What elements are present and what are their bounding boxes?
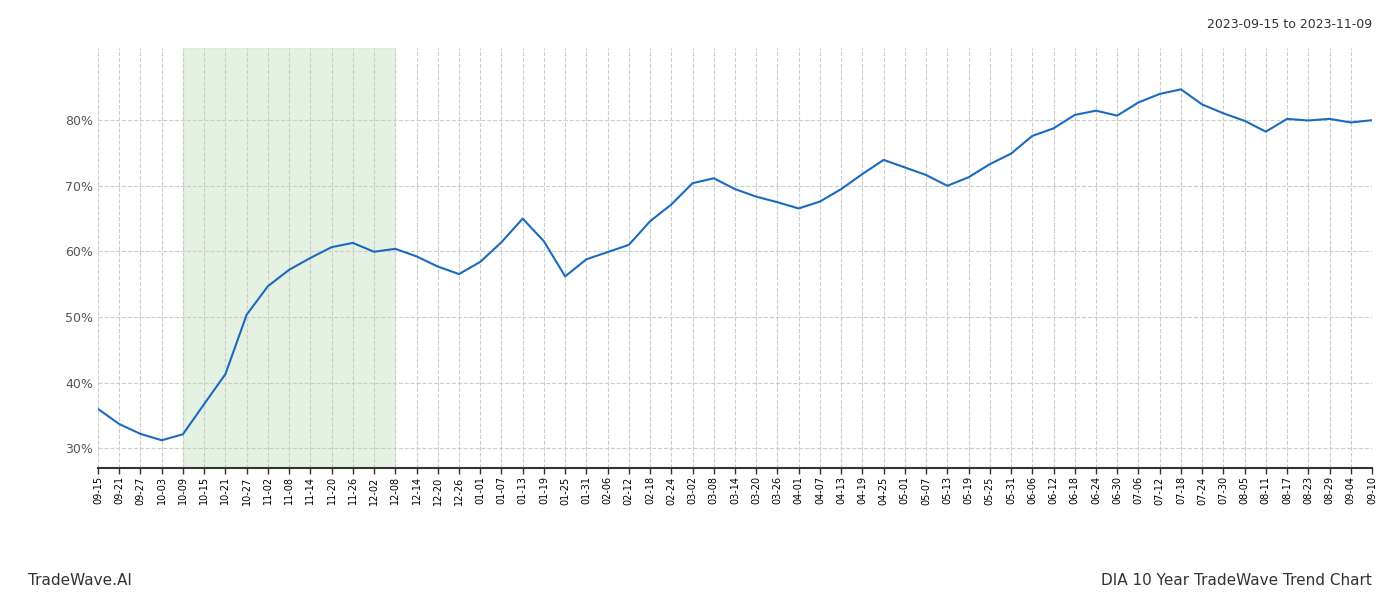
Text: DIA 10 Year TradeWave Trend Chart: DIA 10 Year TradeWave Trend Chart [1102,573,1372,588]
Bar [183,48,395,468]
Text: TradeWave.AI: TradeWave.AI [28,573,132,588]
Text: 2023-09-15 to 2023-11-09: 2023-09-15 to 2023-11-09 [1207,18,1372,31]
